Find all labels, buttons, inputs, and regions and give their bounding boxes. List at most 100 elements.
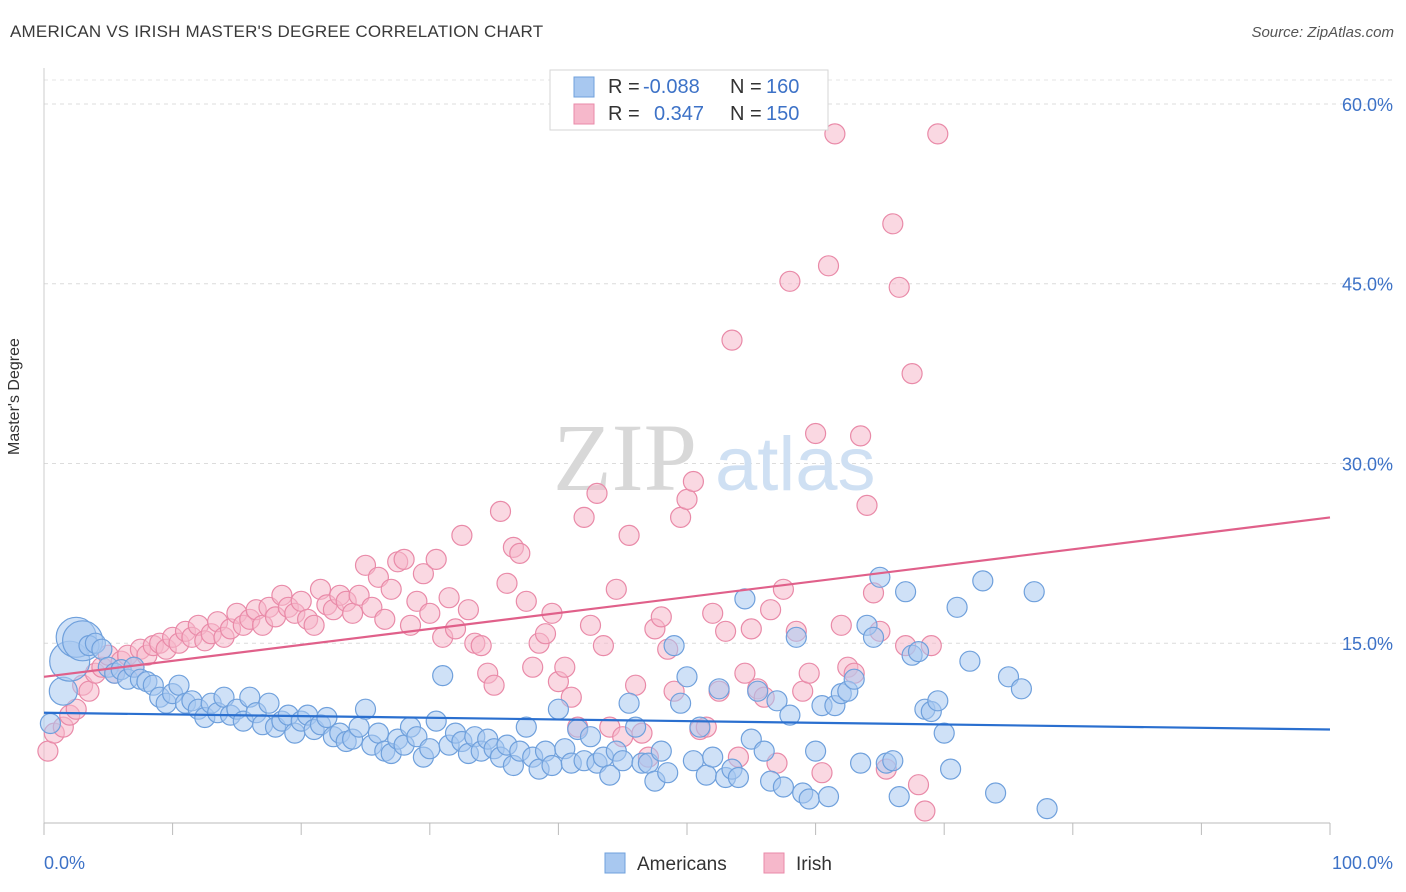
american-point-96 <box>663 634 685 657</box>
irish-point-59 <box>419 602 441 624</box>
american-point-125 <box>849 752 872 774</box>
american-point-113 <box>772 776 795 798</box>
irish-point-122 <box>824 123 846 145</box>
american-point-0 <box>39 712 62 735</box>
gridlines <box>44 79 1392 644</box>
y-tick-label-3: 60.0% <box>1342 95 1393 115</box>
irish-point-64 <box>451 524 473 547</box>
irish-point-83 <box>573 506 595 529</box>
american-point-142 <box>972 570 994 592</box>
american-point-48 <box>354 698 377 720</box>
american-point-89 <box>618 692 640 714</box>
legend-n-value-1: 160 <box>766 76 799 98</box>
legend-r-label-2: R = <box>608 103 640 125</box>
irish-point-117 <box>792 680 814 702</box>
legend-box <box>549 69 829 131</box>
y-tick-label-0: 15.0% <box>1342 634 1393 654</box>
legend-swatch-americans <box>573 76 595 98</box>
irish-point-123 <box>830 614 852 636</box>
irish-point-88 <box>605 578 627 600</box>
watermark-atlas: atlas <box>715 422 876 507</box>
american-point-118 <box>804 740 827 762</box>
american-point-103 <box>708 678 730 700</box>
american-point-83 <box>579 726 602 748</box>
legend-r-value-2: 0.347 <box>654 103 704 125</box>
y-tick-labels: 15.0% 30.0% 45.0% 60.0% <box>1342 95 1393 654</box>
american-point-97 <box>669 692 692 714</box>
legend-n-value-2: 150 <box>766 103 799 125</box>
irish-point-115 <box>779 270 801 292</box>
american-point-139 <box>939 758 962 780</box>
american-point-130 <box>882 750 904 772</box>
legend-r-value-1: -0.088 <box>643 76 700 98</box>
irish-point-127 <box>856 494 878 516</box>
irish-point-80 <box>554 656 576 678</box>
irish-point-95 <box>650 606 672 628</box>
watermark-zip: ZIP <box>553 404 697 511</box>
irish-point-109 <box>740 618 762 640</box>
irish-point-65 <box>457 599 479 621</box>
legend-n-label-1: N = <box>730 76 762 98</box>
trend-lines <box>43 516 1331 731</box>
american-point-140 <box>946 596 968 618</box>
irish-point-103 <box>702 602 724 624</box>
irish-point-70 <box>489 500 512 522</box>
irish-point-67 <box>470 634 492 657</box>
american-point-112 <box>766 690 788 712</box>
axes <box>43 68 1331 835</box>
irish-point-138 <box>927 123 949 145</box>
american-point-86 <box>599 764 621 786</box>
american-point-95 <box>657 762 679 784</box>
bottom-swatch-americans <box>604 852 626 874</box>
american-point-120 <box>817 785 840 808</box>
americans-trend-line <box>43 711 1331 731</box>
american-point-94 <box>650 740 672 762</box>
irish-point-119 <box>804 422 827 445</box>
bottom-swatch-irish <box>763 852 785 874</box>
irish-point-90 <box>618 524 640 547</box>
irish-point-98 <box>669 506 692 529</box>
american-point-102 <box>702 746 724 768</box>
american-point-141 <box>959 650 981 672</box>
american-point-128 <box>869 566 891 588</box>
irish-point-126 <box>849 425 872 447</box>
bottom-label-americans: Americans <box>637 854 727 875</box>
irish-point-132 <box>888 276 910 298</box>
legend-swatch-irish <box>573 103 595 125</box>
irish-point-99 <box>676 488 698 510</box>
american-point-114 <box>779 704 801 726</box>
watermark: ZIP atlas <box>553 404 876 511</box>
irish-point-105 <box>714 620 737 642</box>
american-point-59 <box>425 710 447 732</box>
american-point-50 <box>367 722 389 744</box>
american-point-90 <box>624 716 647 738</box>
irish-point-73 <box>509 542 531 565</box>
american-point-78 <box>547 698 570 720</box>
american-points <box>39 566 1058 820</box>
american-point-145 <box>1010 678 1033 700</box>
american-point-132 <box>894 581 917 603</box>
irish-point-71 <box>496 572 518 594</box>
chart-title: AMERICAN VS IRISH MASTER'S DEGREE CORREL… <box>10 22 544 41</box>
american-point-147 <box>1036 797 1058 820</box>
american-point-134 <box>907 640 930 663</box>
american-point-117 <box>798 788 820 810</box>
irish-point-75 <box>522 656 544 678</box>
american-point-60 <box>432 664 454 687</box>
irish-point-58 <box>412 563 434 585</box>
irish-point-120 <box>811 762 833 784</box>
irish-point-91 <box>624 674 647 696</box>
american-point-33 <box>258 692 280 714</box>
legend-n-label-2: N = <box>730 103 762 125</box>
irish-point-136 <box>914 800 936 822</box>
irish-trend-line <box>43 516 1331 678</box>
irish-point-55 <box>393 548 415 571</box>
irish-point-63 <box>444 618 467 640</box>
irish-point-114 <box>772 578 795 600</box>
y-tick-label-1: 30.0% <box>1342 454 1393 474</box>
irish-point-108 <box>734 662 756 684</box>
bottom-label-irish: Irish <box>796 854 832 875</box>
legend: R = -0.088 N = 160 R = 0.347 N = 150 <box>549 69 829 131</box>
american-point-106 <box>727 766 750 789</box>
